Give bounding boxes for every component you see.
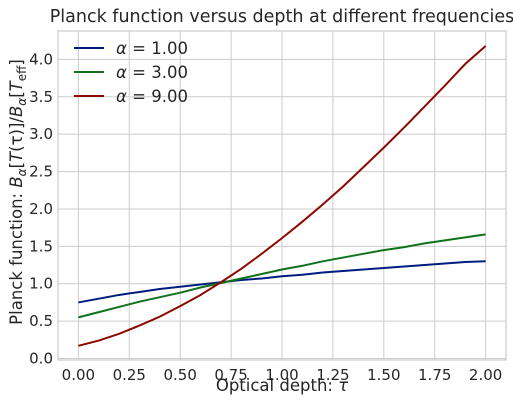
series-line-alpha-1 — [78, 260, 486, 304]
legend-label-alpha-9: α = 9.00 — [116, 87, 188, 106]
x-tick-label: 1.25 — [316, 366, 349, 384]
x-axis-label-symbol: τ — [338, 376, 348, 395]
y-axis-label-end: ] — [7, 59, 26, 65]
y-axis-label-sub2: α — [15, 98, 29, 106]
y-axis-label-bracket2: [ — [7, 91, 26, 97]
x-tick-label: 2.00 — [469, 366, 502, 384]
legend-value-alpha-3: 3.00 — [151, 63, 188, 82]
x-tick-labels: 0.00 0.25 0.50 0.75 1.00 1.25 1.50 1.75 2.00 — [62, 366, 503, 384]
legend: α = 1.00 α = 3.00 α = 9.00 — [74, 39, 188, 106]
y-tick-labels: 0.0 0.5 1.0 1.5 2.0 2.5 3.0 3.5 4.0 — [29, 50, 53, 367]
x-tick-label: 0.75 — [214, 366, 247, 384]
legend-value-alpha-1: 1.00 — [151, 39, 188, 58]
plot-frame — [57, 30, 507, 361]
x-axis-label: Optical depth: τ — [216, 376, 348, 395]
y-axis-label-sub1: α — [15, 168, 29, 176]
y-axis-label-b2: B — [7, 106, 26, 117]
legend-symbol-alpha-9: α — [116, 87, 127, 106]
x-tick-label: 1.75 — [418, 366, 451, 384]
y-axis-label-t1: T — [7, 150, 26, 162]
x-tick-label: 0.25 — [113, 366, 146, 384]
y-tick-label: 3.5 — [29, 88, 53, 106]
y-tick-label: 1.0 — [29, 275, 53, 293]
y-axis-label-t2: T — [7, 79, 26, 91]
legend-symbol-alpha-1: α — [116, 39, 127, 58]
y-tick-label: 0.0 — [29, 350, 53, 368]
legend-eq-alpha-3: = — [127, 63, 151, 82]
series-lines — [78, 45, 487, 347]
y-axis-label-tau: (τ)]/ — [7, 117, 26, 152]
series-line-alpha-3 — [78, 233, 486, 319]
series-line-alpha-9 — [78, 45, 487, 347]
grid-lines — [58, 31, 506, 360]
y-tick-label: 3.0 — [29, 125, 53, 143]
x-tick-label: 0.50 — [163, 366, 196, 384]
y-tick-label: 1.5 — [29, 237, 53, 255]
y-axis-label-text: Planck function: — [7, 188, 26, 325]
y-tick-label: 2.0 — [29, 200, 53, 218]
legend-symbol-alpha-3: α — [116, 63, 127, 82]
y-axis-label-sub3: eff — [15, 65, 29, 81]
legend-eq-alpha-1: = — [127, 39, 151, 58]
legend-value-alpha-9: 9.00 — [151, 87, 188, 106]
y-tick-label: 2.5 — [29, 163, 53, 181]
x-axis-label-text: Optical depth: — [216, 376, 338, 395]
y-axis-label-b1: B — [7, 176, 26, 187]
x-tick-label: 1.50 — [367, 366, 400, 384]
y-tick-label: 4.0 — [29, 50, 53, 68]
x-tick-label: 0.00 — [62, 366, 95, 384]
y-axis-label: Planck function: Bα[T(τ)]/Bα[Teff] — [7, 59, 29, 325]
chart-title: Planck function versus depth at differen… — [50, 7, 513, 27]
legend-label-alpha-1: α = 1.00 — [116, 39, 188, 58]
legend-eq-alpha-9: = — [127, 87, 151, 106]
y-tick-label: 0.5 — [29, 312, 53, 330]
y-axis-label-bracket: [ — [7, 162, 26, 168]
legend-label-alpha-3: α = 3.00 — [116, 63, 188, 82]
x-tick-label: 1.00 — [265, 366, 298, 384]
